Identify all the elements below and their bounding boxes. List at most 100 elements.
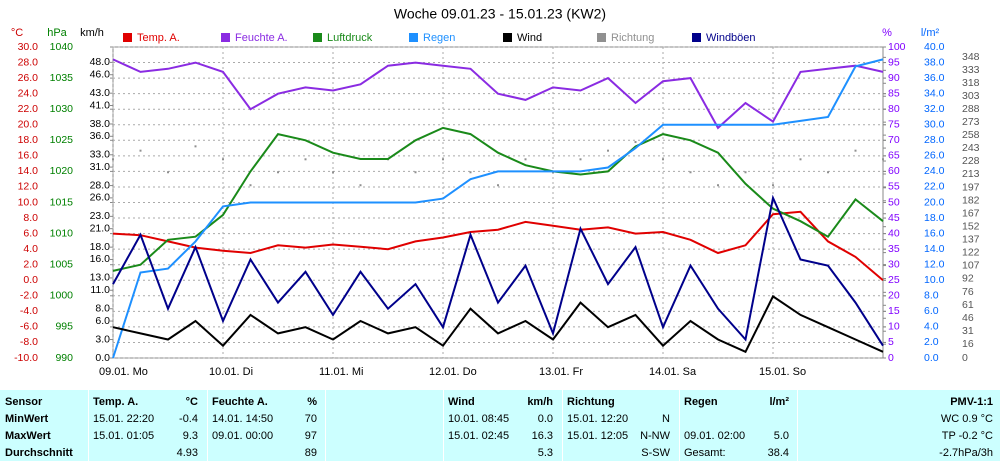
axis-unit: % <box>882 27 892 39</box>
x-tick-label: 10.01. Di <box>209 366 253 378</box>
y-tick-label: 28.0 <box>90 179 111 191</box>
y-tick-label: 28.0 <box>18 56 39 68</box>
y-tick-label: 0 <box>888 352 894 364</box>
y-tick-label: 122 <box>962 246 980 258</box>
y-tick-label: -4.0 <box>20 305 38 317</box>
table-cell: 15.01. 22:20 <box>93 413 155 425</box>
table-cell: S-SW <box>641 447 670 459</box>
legend-swatch <box>597 33 606 42</box>
y-tick-label: 6.0 <box>924 305 939 317</box>
axis-unit: l/m² <box>921 27 940 39</box>
y-tick-label: 26.0 <box>924 150 945 162</box>
y-tick-label: 137 <box>962 233 980 245</box>
y-tick-label: 22.0 <box>924 181 945 193</box>
y-tick-label: 995 <box>55 321 73 333</box>
legend-swatch <box>692 33 701 42</box>
y-tick-label: 48.0 <box>90 56 111 68</box>
table-cell: 15.01. 01:05 <box>93 430 155 442</box>
y-tick-label: 95 <box>888 56 900 68</box>
x-tick-label: 11.01. Mi <box>319 366 363 378</box>
series-dot <box>304 158 307 161</box>
chart: Woche 09.01.23 - 15.01.23 (KW2) °C -10.0 -… <box>11 6 980 378</box>
series-line <box>112 194 884 347</box>
y-tick-label: 213 <box>962 168 980 180</box>
header-cell: Durchschnitt <box>5 447 73 459</box>
y-tick-label: 2.0 <box>23 258 38 270</box>
y-tick-label: 31 <box>962 325 974 337</box>
x-tick-label: 15.01. So <box>759 366 806 378</box>
y-tick-label: 4.0 <box>23 243 38 255</box>
column-separator <box>797 390 798 461</box>
y-tick-label: 30.0 <box>18 41 39 53</box>
table-cell: 0.0 <box>537 413 553 425</box>
table-cell: 15.01. 02:45 <box>448 430 510 442</box>
table-cell: 10.01. 08:45 <box>448 413 510 425</box>
y-tick-label: 80 <box>888 103 900 115</box>
legend-swatch <box>409 33 418 42</box>
y-tick-label: 1010 <box>50 227 74 239</box>
y-tick-label: 8.0 <box>23 212 38 224</box>
y-tick-label: 107 <box>962 259 980 271</box>
y-tick-label: 30.0 <box>924 119 945 131</box>
table-cell: 70 <box>304 413 317 425</box>
y-tick-label: 0.0 <box>95 352 110 364</box>
table-cell: 5.0 <box>773 430 789 442</box>
table-cell: 38.4 <box>767 447 789 459</box>
y-tick-label: 16.0 <box>90 253 111 265</box>
axis-unit: km/h <box>80 27 104 39</box>
header-cell: Regen <box>684 396 718 408</box>
header-cell: PMV-1:1 <box>950 396 993 408</box>
header-cell: Wind <box>448 396 475 408</box>
y-tick-label: 32.0 <box>924 103 945 115</box>
series-dot <box>167 171 169 174</box>
column-separator <box>88 390 89 461</box>
y-tick-label: 14.0 <box>924 243 945 255</box>
series-dot <box>194 145 197 148</box>
y-tick-label: 22.0 <box>18 103 39 115</box>
y-tick-label: 5 <box>888 336 894 348</box>
y-tick-label: 18.0 <box>924 212 945 224</box>
y-tick-label: 1025 <box>50 134 74 146</box>
legend-label: Regen <box>423 32 455 44</box>
table-cell: 89 <box>304 447 317 459</box>
y-tick-label: 40 <box>888 227 900 239</box>
y-tick-label: 30 <box>888 258 900 270</box>
y-tick-label: 50 <box>888 196 900 208</box>
header-cell: Sensor <box>5 396 43 408</box>
y-tick-label: 0.0 <box>924 352 939 364</box>
series-dot <box>744 171 747 174</box>
y-tick-label: 1030 <box>50 103 74 115</box>
y-tick-label: 1005 <box>50 258 74 270</box>
y-tick-label: 20 <box>888 290 900 302</box>
y-tick-label: 12.0 <box>924 258 945 270</box>
series-dot <box>717 184 719 187</box>
legend-swatch <box>503 33 512 42</box>
y-tick-label: 38.0 <box>90 118 111 130</box>
y-tick-label: 85 <box>888 87 900 99</box>
legend-label: Luftdruck <box>327 32 373 44</box>
y-tick-label: 20.0 <box>924 196 945 208</box>
series-dot <box>579 158 582 161</box>
series-line <box>112 294 884 354</box>
y-tick-label: 1040 <box>50 41 74 53</box>
axis-unit: hPa <box>47 27 67 39</box>
x-tick-label: 14.01. Sa <box>649 366 697 378</box>
legend-label: Windböen <box>706 32 756 44</box>
x-tick-label: 09.01. Mo <box>99 366 148 378</box>
column-separator <box>679 390 680 461</box>
header-cell: °C <box>185 396 198 408</box>
y-tick-label: 70 <box>888 134 900 146</box>
y-tick-label: 4.0 <box>924 321 939 333</box>
series-dot <box>662 158 664 161</box>
y-tick-label: 6.0 <box>23 227 38 239</box>
y-tick-label: 152 <box>962 220 980 232</box>
y-tick-label: 1015 <box>50 196 74 208</box>
y-tick-label: 60 <box>888 165 900 177</box>
y-tick-label: 12.0 <box>18 181 39 193</box>
y-tick-label: 333 <box>962 64 980 76</box>
y-tick-label: 318 <box>962 77 980 89</box>
header-cell: l/m² <box>769 396 789 408</box>
y-tick-label: 36.0 <box>924 72 945 84</box>
column-separator <box>562 390 563 461</box>
series-dot <box>799 158 802 161</box>
